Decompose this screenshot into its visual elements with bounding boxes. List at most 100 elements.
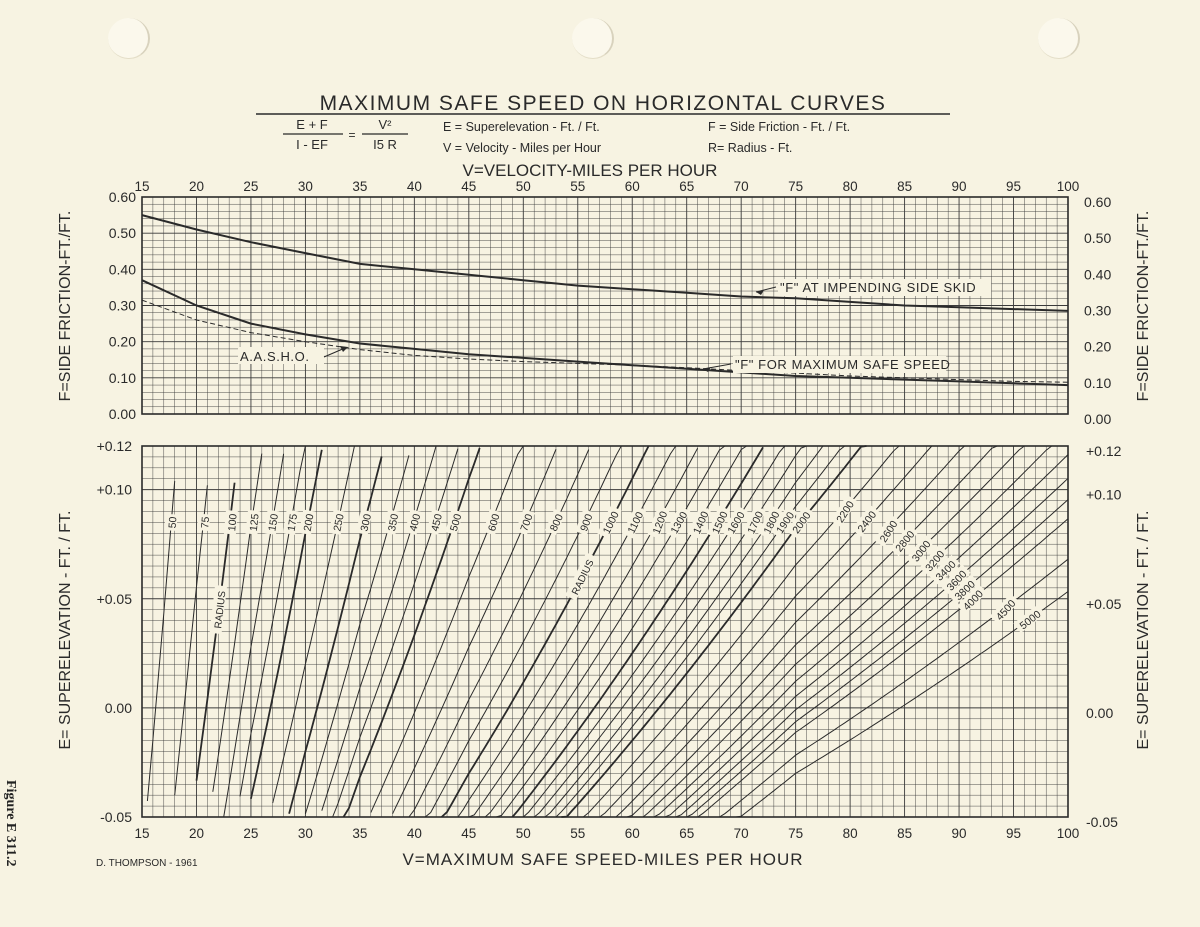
x-tick-label: 65 bbox=[679, 826, 694, 841]
radius-label-group: 500 bbox=[445, 509, 464, 536]
x-tick-label: 40 bbox=[407, 179, 422, 194]
legend-superelevation: E = Superelevation - Ft. / Ft. bbox=[443, 120, 600, 134]
x-tick-label: 75 bbox=[788, 826, 803, 841]
label-bg bbox=[196, 513, 211, 531]
y-tick-label: 0.50 bbox=[109, 225, 136, 241]
label-bg bbox=[919, 544, 949, 576]
x-tick-label: 80 bbox=[843, 179, 858, 194]
label-bg bbox=[575, 508, 595, 536]
label-bg bbox=[851, 504, 880, 537]
label-bg bbox=[778, 279, 992, 296]
leader-arrow bbox=[703, 367, 711, 372]
radius-label-group: 100 bbox=[223, 510, 240, 535]
radius-line bbox=[735, 591, 1069, 818]
radius-label: 250 bbox=[331, 513, 346, 533]
label-bg bbox=[1013, 604, 1046, 633]
y-tick-label: +0.05 bbox=[97, 591, 133, 607]
superelevation-grid bbox=[141, 445, 1069, 818]
radius-label: 700 bbox=[518, 512, 535, 533]
x-tick-label: 25 bbox=[243, 826, 258, 841]
radius-line bbox=[511, 446, 764, 818]
label-bg bbox=[721, 505, 748, 539]
label-bg bbox=[770, 505, 798, 538]
x-tick-label: 80 bbox=[843, 826, 858, 841]
max-safe-speed-label: "F" FOR MAXIMUM SAFE SPEED bbox=[735, 357, 951, 372]
formula-denominator-right: I5 R bbox=[373, 137, 397, 152]
radius-label: 50 bbox=[167, 516, 180, 529]
formula-denominator-left: I - EF bbox=[296, 137, 328, 152]
y-tick-label: 0.30 bbox=[109, 298, 136, 314]
radius-line bbox=[692, 518, 1069, 818]
friction-panel-frame bbox=[141, 196, 1069, 415]
label-bg bbox=[404, 509, 423, 536]
radius-line bbox=[272, 446, 355, 804]
x-tick-label: 60 bbox=[625, 179, 640, 194]
figure-label: Figure E 311.2 bbox=[3, 780, 18, 867]
radius-label-group: 75 bbox=[196, 513, 212, 531]
superelevation-ylabel-left: E= SUPERELEVATION - FT. / FT. bbox=[57, 510, 74, 749]
radius-label: 100 bbox=[226, 513, 239, 532]
radius-label-group: 450 bbox=[426, 509, 445, 536]
x-tick-label: 45 bbox=[461, 179, 476, 194]
top-x-ticks: 15 20 25 30 35 40 45 50 55 60 65 70 75 80 85 90 95 100 bbox=[134, 179, 1079, 194]
radius-label-group: 700 bbox=[515, 508, 536, 536]
x-tick-label: 35 bbox=[352, 826, 367, 841]
radius-line bbox=[653, 445, 1053, 818]
radius-line bbox=[195, 482, 236, 781]
radius-line bbox=[555, 445, 846, 818]
radius-label-group: 5000 bbox=[1013, 604, 1046, 633]
label-bg bbox=[283, 509, 299, 535]
leader-line bbox=[755, 286, 777, 293]
label-bg bbox=[544, 508, 566, 536]
label-bg bbox=[733, 356, 947, 373]
x-tick-label: 60 bbox=[625, 826, 640, 841]
radius-label-group: 125 bbox=[245, 509, 262, 535]
radius-line bbox=[174, 485, 208, 796]
radius-line bbox=[675, 477, 1069, 818]
label-bg bbox=[483, 509, 502, 536]
radius-line bbox=[250, 449, 323, 799]
label-bg bbox=[355, 509, 373, 536]
formula-equals: = bbox=[348, 128, 355, 142]
label-bg bbox=[238, 347, 324, 364]
y-tick-label: +0.10 bbox=[1086, 487, 1122, 503]
x-tick-label: 65 bbox=[679, 179, 694, 194]
label-bg bbox=[989, 593, 1020, 625]
leader-line bbox=[323, 347, 346, 358]
radius-label-group: 400 bbox=[404, 509, 423, 536]
label-bg bbox=[706, 505, 731, 539]
label-bg bbox=[223, 510, 238, 535]
label-bg bbox=[299, 509, 316, 535]
label-bg bbox=[597, 505, 622, 539]
radius-label: 175 bbox=[286, 513, 301, 532]
x-tick-label: 95 bbox=[1006, 179, 1021, 194]
formula-numerator-right: V² bbox=[379, 117, 393, 132]
friction-ylabel-right: F=SIDE FRICTION-FT./FT. bbox=[1135, 211, 1152, 402]
y-tick-label: 0.60 bbox=[1084, 194, 1111, 210]
y-tick-label: +0.12 bbox=[97, 438, 133, 454]
friction-series bbox=[141, 214, 1069, 387]
label-bg bbox=[164, 513, 178, 531]
radius-label: 1000 bbox=[601, 510, 622, 536]
binder-hole bbox=[572, 18, 614, 59]
binder-hole bbox=[108, 18, 150, 59]
x-tick-label: 85 bbox=[897, 179, 912, 194]
radius-label-group: 150 bbox=[263, 509, 281, 535]
y-tick-label: 0.20 bbox=[109, 334, 136, 350]
radius-label: 600 bbox=[486, 512, 502, 532]
x-tick-label: 35 bbox=[352, 179, 367, 194]
radius-label-group: 250 bbox=[328, 509, 347, 535]
radius-line bbox=[212, 453, 263, 792]
radius-label: 300 bbox=[358, 513, 374, 533]
superelevation-ylabel-right: E= SUPERELEVATION - FT. / FT. bbox=[1135, 510, 1152, 749]
x-tick-label: 55 bbox=[570, 826, 585, 841]
x-tick-label: 40 bbox=[407, 826, 422, 841]
label-bg bbox=[940, 564, 971, 595]
radius-label-group: 350 bbox=[383, 509, 401, 535]
x-tick-label: 20 bbox=[189, 826, 204, 841]
y-tick-label: 0.00 bbox=[109, 406, 136, 422]
radius-line bbox=[686, 499, 1069, 818]
label-bg bbox=[426, 509, 444, 536]
radius-word-group: RADIUS bbox=[209, 585, 228, 635]
